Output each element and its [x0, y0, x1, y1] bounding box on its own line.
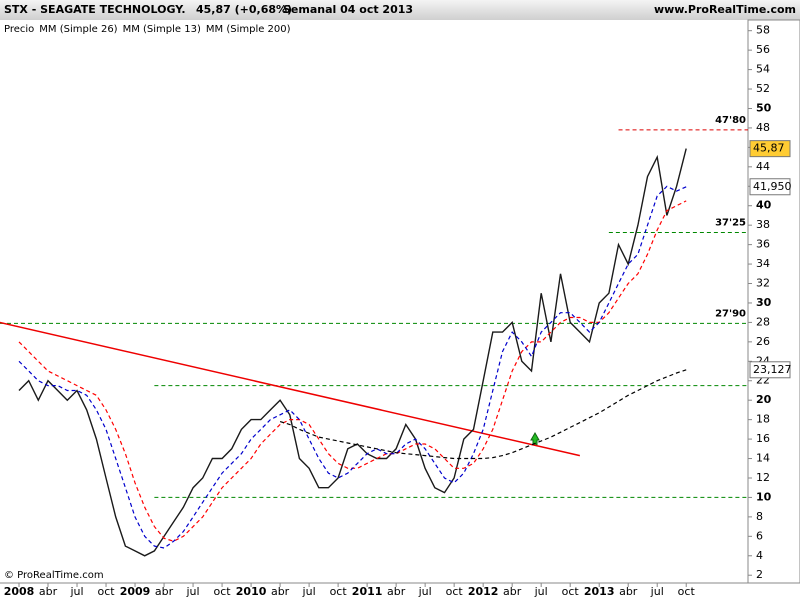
- header-bar: [0, 0, 800, 20]
- y-tick-label: 18: [756, 413, 770, 426]
- x-tick-label: jul: [302, 585, 316, 598]
- legend-entry: Precio: [4, 24, 34, 35]
- y-tick-label: 48: [756, 121, 770, 134]
- quote: 45,87 (+0,68%): [196, 3, 292, 16]
- x-tick-label: jul: [418, 585, 432, 598]
- x-tick-label: 2012: [468, 585, 499, 598]
- series-line: [18, 148, 687, 557]
- copyright: © ProRealTime.com: [4, 570, 104, 581]
- price-box-label: 23,127: [753, 363, 792, 376]
- legend-entry: MM (Simple 13): [123, 24, 201, 35]
- x-tick-label: abr: [387, 585, 406, 598]
- y-tick-label: 36: [756, 238, 770, 251]
- y-tick-label: 50: [756, 101, 772, 114]
- y-tick-label: 32: [756, 277, 770, 290]
- y-tick-label: 8: [756, 510, 763, 523]
- x-tick-label: oct: [678, 585, 696, 598]
- y-tick-label: 58: [756, 24, 770, 37]
- x-tick-label: abr: [271, 585, 290, 598]
- x-tick-label: oct: [214, 585, 232, 598]
- level-label: 27'90: [715, 308, 746, 319]
- price-box: [749, 178, 791, 196]
- x-tick-label: jul: [534, 585, 548, 598]
- x-tick-label: jul: [69, 585, 83, 598]
- y-tick-label: 44: [756, 160, 770, 173]
- level-label: 37'25: [715, 217, 746, 228]
- y-tick-label: 20: [756, 393, 772, 406]
- x-tick-label: 2009: [120, 585, 151, 598]
- y-tick-label: 2: [756, 568, 763, 581]
- y-tick-label: 54: [756, 63, 770, 76]
- y-tick-label: 16: [756, 432, 770, 445]
- y-tick-label: 34: [756, 257, 770, 270]
- x-tick-label: abr: [619, 585, 638, 598]
- symbol: STX - SEAGATE TECHNOLOGY.: [4, 3, 186, 16]
- x-tick-label: abr: [503, 585, 522, 598]
- price-box-label: 45,87: [753, 142, 785, 155]
- x-tick-label: jul: [650, 585, 664, 598]
- series-line: [279, 369, 687, 460]
- series-line: [18, 185, 687, 549]
- x-tick-label: abr: [39, 585, 58, 598]
- y-tick-label: 6: [756, 529, 763, 542]
- buy-arrow: [530, 431, 540, 446]
- x-tick-label: abr: [155, 585, 174, 598]
- y-tick-label: 14: [756, 452, 770, 465]
- y-tick-label: 10: [756, 490, 772, 503]
- x-tick-label: oct: [330, 585, 348, 598]
- y-axis-area: [747, 19, 800, 584]
- legend-entry: MM (Simple 200): [206, 24, 291, 35]
- period: Semanal 04 oct 2013: [283, 3, 413, 16]
- site: www.ProRealTime.com: [654, 3, 796, 16]
- y-tick-label: 12: [756, 471, 770, 484]
- y-tick-label: 38: [756, 218, 770, 231]
- x-tick-label: 2011: [352, 585, 383, 598]
- x-tick-label: 2010: [236, 585, 267, 598]
- price-box-label: 41,950: [753, 180, 792, 193]
- y-tick-label: 56: [756, 43, 770, 56]
- price-box: [749, 140, 791, 158]
- x-tick-label: jul: [186, 585, 200, 598]
- y-tick-label: 26: [756, 335, 770, 348]
- y-tick-label: 28: [756, 315, 770, 328]
- y-tick-label: 52: [756, 82, 770, 95]
- x-tick-label: oct: [562, 585, 580, 598]
- x-tick-label: 2013: [584, 585, 615, 598]
- y-tick-label: 40: [756, 199, 772, 212]
- y-tick-label: 4: [756, 549, 763, 562]
- price-box: [749, 361, 791, 379]
- series-line: [18, 200, 687, 542]
- legend-entry: MM (Simple 26): [39, 24, 117, 35]
- trendline: [0, 321, 581, 457]
- level-label: 47'80: [715, 115, 746, 126]
- x-tick-label: 2008: [4, 585, 35, 598]
- y-tick-label: 30: [756, 296, 772, 309]
- x-tick-label: oct: [446, 585, 464, 598]
- x-tick-label: oct: [97, 585, 115, 598]
